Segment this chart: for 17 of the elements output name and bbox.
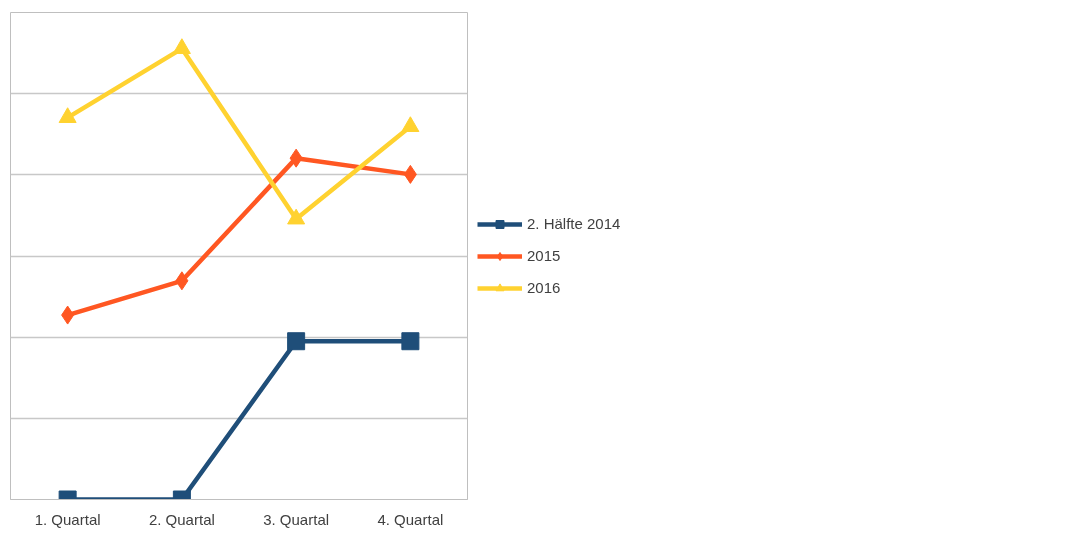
x-tick-label: 3. Quartal — [263, 510, 330, 528]
point — [403, 164, 417, 184]
legend-label: 2. Hälfte 2014 — [527, 215, 621, 232]
point — [172, 38, 191, 54]
point — [289, 148, 303, 168]
point — [175, 271, 189, 291]
x-tick-label: 4. Quartal — [377, 510, 444, 528]
point — [287, 332, 306, 351]
point — [401, 116, 420, 132]
point — [61, 305, 75, 325]
point — [58, 107, 77, 123]
x-tick-label: 1. Quartal — [34, 510, 101, 528]
legend-label: 2016 — [527, 279, 561, 296]
point — [401, 332, 420, 351]
legend-label: 2015 — [527, 247, 561, 264]
x-tick-label: 2. Quartal — [148, 510, 215, 528]
point — [287, 208, 306, 225]
